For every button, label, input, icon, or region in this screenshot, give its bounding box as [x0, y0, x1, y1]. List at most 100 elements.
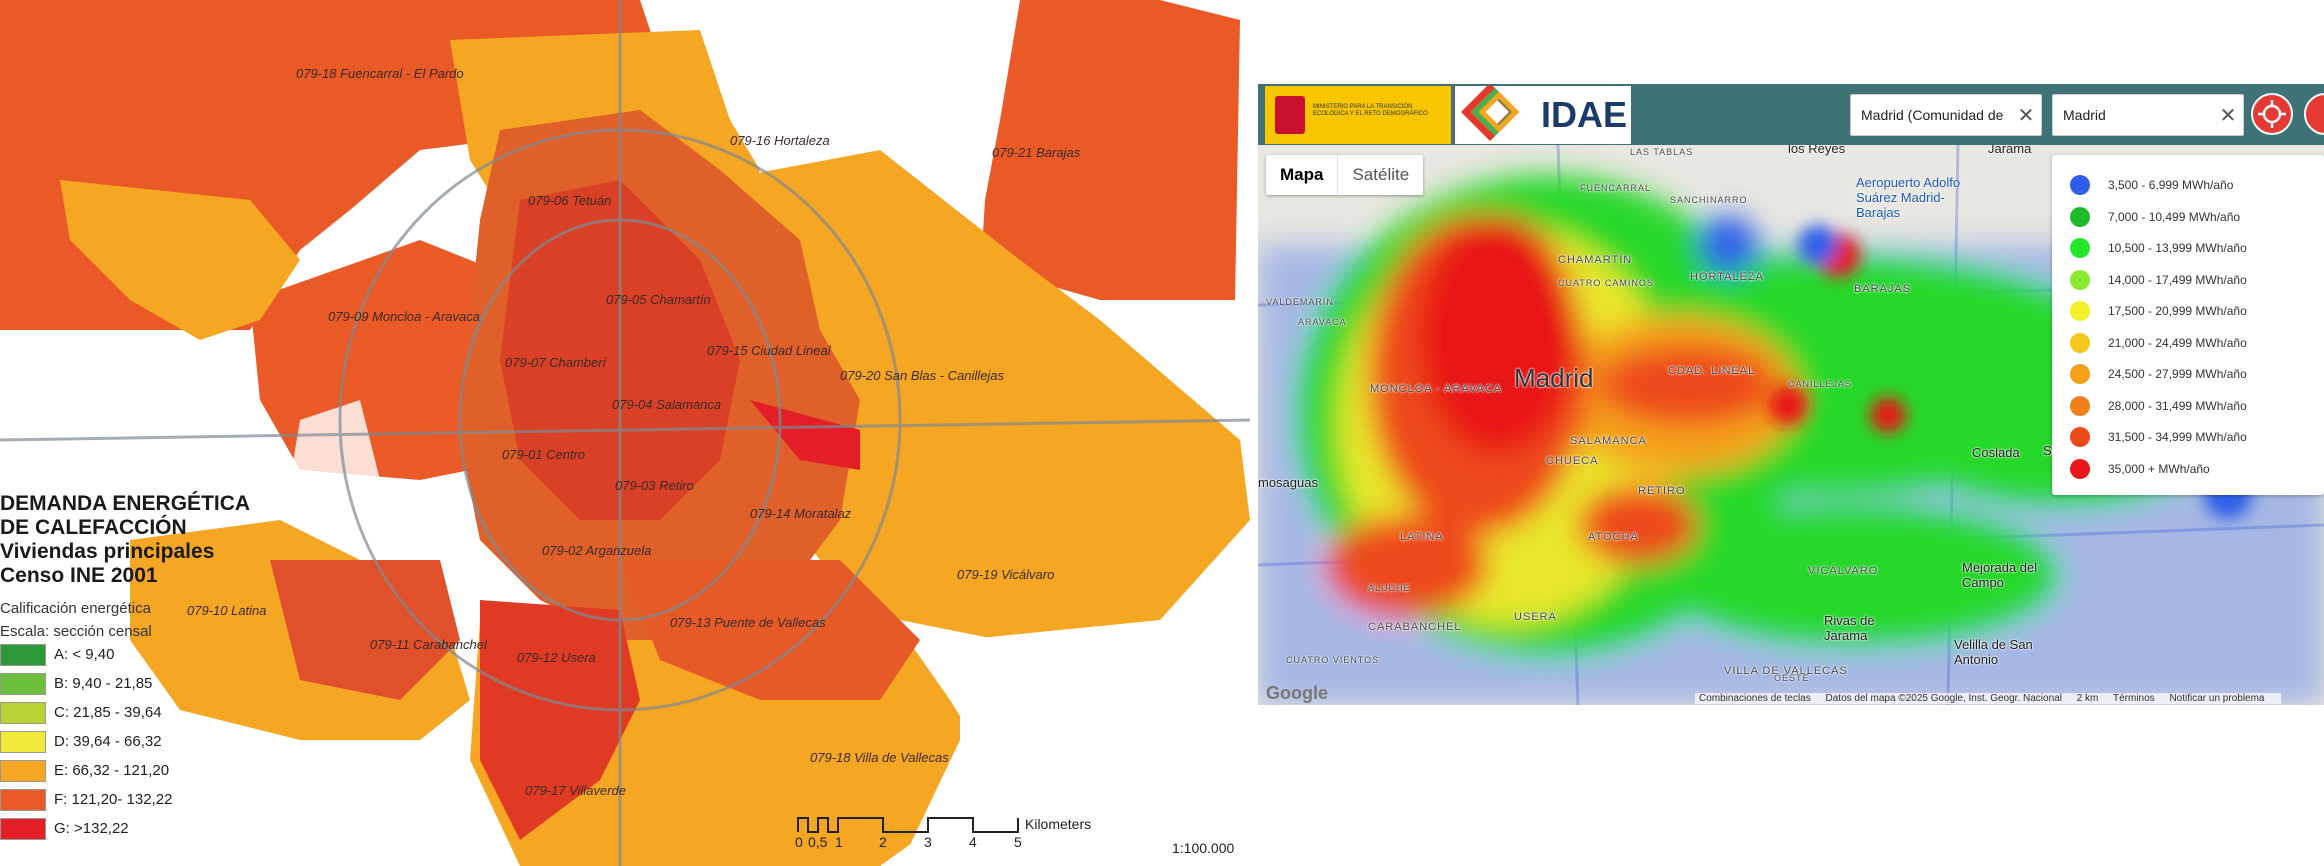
region-search-value[interactable]: Madrid (Comunidad de — [1861, 107, 2004, 123]
map-scale-label[interactable]: 2 km — [2076, 693, 2099, 704]
heat-legend-dot — [2070, 206, 2090, 227]
map-canvas — [0, 0, 1250, 866]
zone-east — [720, 150, 1250, 640]
coat-of-arms-icon — [1275, 96, 1305, 134]
district-map-label: CHUECA — [1546, 455, 1599, 467]
legend-class-row: E: 66,32 - 121,20 — [0, 756, 270, 785]
clear-municipality-icon[interactable]: ✕ — [2219, 104, 2237, 127]
heat-legend-dot — [2070, 238, 2090, 258]
district-label: 079-01 Centro — [502, 447, 586, 462]
scale-tick: 2 — [879, 834, 887, 850]
heat-legend-row: 14,000 - 17,499 MWh/año — [2070, 269, 2247, 290]
heat-legend-label: 28,000 - 31,499 MWh/año — [2108, 398, 2247, 413]
legend-title-4: Censo INE 2001 — [0, 564, 158, 587]
locate-button[interactable] — [2251, 93, 2293, 135]
terms-link[interactable]: Términos — [2112, 693, 2155, 704]
idae-wordmark: IDAE — [1541, 94, 1628, 135]
district-label: 079-03 Retiro — [615, 478, 694, 493]
scale-tick: 3 — [924, 834, 932, 850]
town-label: Mejorada del Campo — [1962, 560, 2038, 590]
zone-west — [60, 180, 300, 340]
map-tab[interactable]: Mapa — [1280, 165, 1324, 184]
district-label: 079-07 Chamberí — [505, 355, 607, 370]
district-map-label: LAS TABLAS — [1630, 147, 1694, 157]
district-label: 079-13 Puente de Vallecas — [670, 615, 826, 630]
heat-legend-dot — [2070, 458, 2090, 479]
legend-class-label: G: >132,22 — [54, 820, 129, 837]
legend-class-row: D: 39,64 - 66,32 — [0, 727, 270, 756]
district-map-label: CANILLEJAS — [1788, 379, 1853, 389]
idae-heat-map-app: MINISTERIO PARA LA TRANSICIÓN ECOLÓGICA … — [1258, 84, 2324, 705]
google-logo: Google — [1266, 683, 1328, 703]
district-label: 079-06 Tetuán — [528, 193, 612, 208]
scale-ratio: 1:100.000 — [1172, 840, 1235, 856]
heat-legend-row: 21,000 - 24,499 MWh/año — [2070, 332, 2247, 353]
map-type-control[interactable]: Mapa Satélite — [1266, 155, 1424, 195]
heat-legend-label: 10,500 - 13,999 MWh/año — [2108, 241, 2247, 255]
zone-carabanchel — [270, 560, 460, 700]
scale-tick: 5 — [1014, 834, 1022, 850]
district-map-label: VILLA DE VALLECAS — [1724, 665, 1848, 677]
legend-swatch — [0, 701, 46, 724]
heat-legend-label: 31,500 - 34,999 MWh/año — [2108, 430, 2247, 444]
legend-swatch — [0, 788, 46, 811]
district-map-label: CUATRO VIENTOS — [1286, 655, 1380, 665]
legend-class-row: C: 21,85 - 39,64 — [0, 698, 270, 727]
heat-legend-label: 21,000 - 24,499 MWh/año — [2108, 335, 2247, 350]
park-southeast — [900, 620, 1250, 866]
district-label: 079-21 Barajas — [992, 145, 1081, 160]
heat-legend-label: 17,500 - 20,999 MWh/año — [2108, 304, 2247, 318]
district-map-label: CDAD. LINEAL — [1668, 365, 1756, 377]
municipality-search-value[interactable]: Madrid — [2063, 107, 2106, 123]
district-map-label: OESTE — [1774, 673, 1810, 683]
legend-title-2: DE CALEFACCIÓN — [0, 516, 187, 539]
legend-scale-note: Escala: sección censal — [0, 623, 152, 640]
scale-tick: 0,5 — [808, 834, 828, 850]
heat-legend-row: 31,500 - 34,999 MWh/año — [2070, 427, 2247, 447]
city-label: Madrid — [1514, 363, 1594, 393]
park-southwest — [0, 700, 500, 866]
report-problem-link[interactable]: Notificar un problema — [2169, 693, 2265, 704]
district-label: 079-19 Vicálvaro — [957, 567, 1055, 582]
legend-title-3: Viviendas principales — [0, 540, 215, 563]
legend-class-label: C: 21,85 - 39,64 — [54, 704, 162, 721]
heatmap-canvas[interactable]: Mapa Satélite Madrid CHAMARTÍN HORTALEZA… — [1258, 145, 2324, 705]
keyboard-shortcuts-link[interactable]: Combinaciones de teclas — [1699, 693, 1811, 704]
heat-legend-row: 24,500 - 27,999 MWh/año — [2070, 364, 2247, 384]
ring-roads — [0, 0, 1250, 866]
legend-class-label: D: 39,64 - 66,32 — [54, 733, 162, 750]
municipality-search[interactable]: Madrid ✕ — [2052, 94, 2244, 136]
legend-subtitle: Calificación energética — [0, 600, 151, 617]
district-map-label: CHAMARTÍN — [1558, 254, 1633, 266]
scale-tick: 0 — [795, 834, 803, 850]
district-label: 079-15 Ciudad Lineal — [707, 343, 831, 358]
park-northeast — [750, 0, 1000, 150]
district-map-label: SANCHINARRO — [1670, 195, 1748, 205]
ministry-logo: MINISTERIO PARA LA TRANSICIÓN ECOLÓGICA … — [1265, 86, 1451, 144]
top-bar: MINISTERIO PARA LA TRANSICIÓN ECOLÓGICA … — [1258, 84, 2324, 145]
district-map-label: ATOCHA — [1588, 531, 1639, 543]
heat-legend-dot — [2070, 395, 2090, 416]
heat-legend-label: 14,000 - 17,499 MWh/año — [2108, 272, 2247, 287]
legend-swatch — [0, 672, 46, 695]
district-label: 079-09 Moncloa - Aravaca — [328, 309, 480, 324]
satellite-tab[interactable]: Satélite — [1337, 155, 1423, 195]
district-map-label: VICÁLVARO — [1808, 565, 1879, 577]
district-map-label: MONCLOA - ARAVACA — [1370, 383, 1503, 395]
legend-swatch — [0, 730, 46, 753]
menu-button[interactable] — [2304, 93, 2324, 135]
district-map-label: HORTALEZA — [1690, 271, 1764, 283]
district-map-label: SALAMANCA — [1570, 435, 1647, 447]
heat-legend-label: 7,000 - 10,499 MWh/año — [2108, 209, 2241, 224]
idae-logo: IDAE — [1455, 84, 1631, 144]
clear-region-icon[interactable]: ✕ — [2017, 104, 2035, 127]
heat-legend-dot — [2070, 364, 2090, 384]
legend-class-label: A: < 9,40 — [54, 646, 115, 663]
legend-swatch — [0, 643, 46, 666]
zone-south-red — [480, 600, 640, 840]
heat-legend-row: 28,000 - 31,499 MWh/año — [2070, 395, 2247, 416]
map-footer: Combinaciones de teclas Datos del mapa ©… — [1695, 693, 2281, 704]
district-map-label: CUATRO CAMINOS — [1558, 278, 1654, 288]
region-search[interactable]: Madrid (Comunidad de ✕ — [1850, 94, 2042, 136]
legend-class-row: A: < 9,40 — [0, 640, 270, 669]
